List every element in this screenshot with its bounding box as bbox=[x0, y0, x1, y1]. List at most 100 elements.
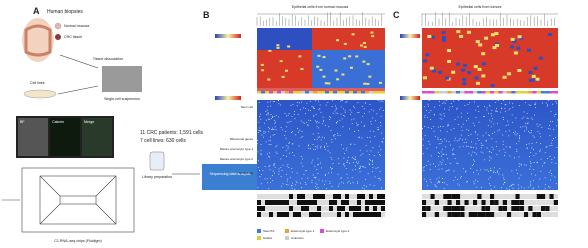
heatmap-speckle bbox=[508, 109, 510, 111]
heatmap-speckle bbox=[299, 129, 301, 131]
heatmap-block bbox=[478, 43, 483, 47]
track-cell bbox=[511, 206, 516, 211]
track-cell bbox=[289, 212, 293, 217]
heatmap-speckle bbox=[480, 151, 482, 153]
heatmap-speckle bbox=[524, 130, 525, 132]
heatmap-speckle bbox=[264, 122, 266, 124]
heatmap-speckle bbox=[459, 138, 461, 139]
track-cell bbox=[545, 194, 550, 199]
heatmap-speckle bbox=[351, 119, 353, 121]
heatmap-speckle bbox=[455, 176, 456, 178]
heatmap-speckle bbox=[354, 156, 356, 158]
track-cell bbox=[443, 200, 448, 205]
heatmap-block bbox=[445, 76, 450, 80]
heatmap-speckle bbox=[344, 115, 346, 117]
heatmap-block bbox=[466, 30, 471, 34]
heatmap-speckle bbox=[296, 172, 298, 174]
heatmap-speckle bbox=[536, 123, 538, 125]
heatmap-speckle bbox=[502, 183, 504, 185]
heatmap-speckle bbox=[287, 114, 289, 116]
annotation-cell bbox=[430, 91, 435, 94]
heatmap-speckle bbox=[320, 162, 321, 164]
heatmap-block bbox=[261, 69, 265, 72]
heatmap-speckle bbox=[438, 168, 440, 170]
heatmap-speckle bbox=[305, 108, 307, 109]
track-cell bbox=[528, 206, 533, 211]
heatmap-speckle bbox=[380, 115, 382, 117]
track-cell bbox=[553, 212, 558, 217]
heatmap-speckle bbox=[337, 132, 338, 134]
heatmap-speckle bbox=[363, 126, 365, 127]
heatmap-speckle bbox=[373, 155, 375, 156]
track-cell bbox=[524, 194, 529, 199]
heatmap-speckle bbox=[270, 144, 272, 145]
heatmap-speckle bbox=[440, 151, 442, 153]
heatmap-block bbox=[451, 70, 456, 74]
track-cell bbox=[473, 212, 478, 217]
heatmap-speckle bbox=[430, 155, 432, 157]
heatmap-block bbox=[349, 66, 353, 69]
heatmap-speckle bbox=[514, 133, 516, 135]
heatmap-speckle bbox=[316, 125, 318, 127]
heatmap-speckle bbox=[465, 141, 467, 143]
heatmap-speckle bbox=[268, 144, 270, 145]
heatmap-speckle bbox=[379, 154, 380, 156]
track-cell bbox=[289, 206, 293, 211]
track-cell bbox=[481, 206, 486, 211]
heatmap-speckle bbox=[542, 102, 543, 104]
track-cell bbox=[532, 212, 537, 217]
heatmap-speckle bbox=[301, 186, 302, 188]
heatmap-speckle bbox=[328, 116, 330, 118]
decoration bbox=[256, 12, 558, 217]
heatmap-speckle bbox=[547, 104, 548, 106]
heatmap-speckle bbox=[358, 111, 360, 113]
annotation-cell bbox=[447, 91, 452, 94]
track-cell bbox=[507, 200, 512, 205]
heatmap-speckle bbox=[317, 145, 319, 147]
heatmap-speckle bbox=[316, 139, 318, 141]
heatmap-speckle bbox=[448, 169, 450, 171]
heatmap-speckle bbox=[337, 135, 339, 137]
track-cell bbox=[434, 194, 439, 199]
heatmap-speckle bbox=[259, 116, 261, 118]
track-cell bbox=[353, 194, 357, 199]
track-cell bbox=[361, 206, 365, 211]
heatmap-speckle bbox=[316, 147, 318, 149]
heatmap-speckle bbox=[310, 110, 312, 112]
heatmap-speckle bbox=[357, 112, 359, 113]
heatmap-block bbox=[437, 70, 442, 74]
heatmap-speckle bbox=[290, 185, 292, 186]
heatmap-speckle bbox=[488, 170, 489, 172]
heatmap-speckle bbox=[315, 113, 317, 115]
color-scale bbox=[400, 96, 420, 100]
annotation-cell bbox=[439, 91, 444, 94]
heatmap-speckle bbox=[350, 143, 352, 145]
heatmap-speckle bbox=[447, 125, 449, 126]
heatmap-speckle bbox=[530, 183, 532, 185]
heatmap-speckle bbox=[496, 154, 498, 156]
heatmap-speckle bbox=[509, 146, 511, 148]
heatmap-block bbox=[300, 68, 304, 71]
heatmap-speckle bbox=[472, 151, 474, 153]
heatmap-speckle bbox=[346, 149, 347, 151]
heatmap-speckle bbox=[459, 146, 461, 148]
track-cell bbox=[443, 206, 448, 211]
heatmap-speckle bbox=[364, 124, 366, 126]
heatmap-speckle bbox=[485, 140, 487, 142]
heatmap-speckle bbox=[367, 136, 368, 138]
heatmap-speckle bbox=[486, 107, 488, 109]
heatmap-speckle bbox=[257, 132, 259, 133]
heatmap-speckle bbox=[503, 119, 504, 120]
heatmap-speckle bbox=[299, 182, 301, 184]
heatmap-block bbox=[366, 82, 370, 85]
track-cell bbox=[309, 200, 313, 205]
heatmap-speckle bbox=[381, 141, 383, 142]
heatmap-speckle bbox=[490, 157, 492, 159]
heatmap-speckle bbox=[286, 126, 288, 128]
heatmap-speckle bbox=[466, 120, 468, 122]
heatmap-speckle bbox=[288, 113, 290, 115]
heatmap-speckle bbox=[423, 178, 425, 180]
heatmap-speckle bbox=[434, 135, 436, 137]
track-cell bbox=[349, 212, 353, 217]
track-cell bbox=[317, 206, 321, 211]
